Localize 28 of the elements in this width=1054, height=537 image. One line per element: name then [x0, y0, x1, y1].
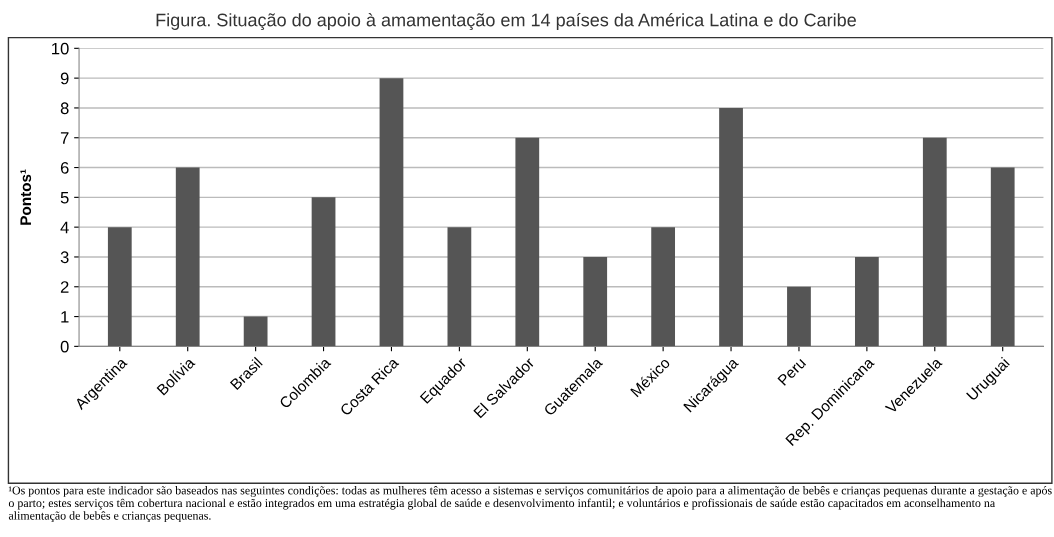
bar: [515, 137, 540, 347]
y-tick-label: 9: [60, 72, 69, 85]
y-axis-title: Pontos¹: [20, 169, 32, 225]
bar: [447, 227, 472, 347]
bar: [922, 137, 947, 347]
bar: [311, 197, 336, 347]
bar: [583, 256, 608, 347]
bar: [379, 78, 404, 347]
y-tick-label: 10: [52, 42, 69, 55]
y-tick-label: 1: [61, 311, 69, 323]
y-tick-label: 5: [60, 191, 69, 204]
y-tick-label: 4: [60, 221, 69, 234]
y-tick-label: 0: [60, 340, 69, 353]
bar: [787, 286, 811, 347]
text: ¹Os pontos para este indicador são baseados nas seguintes condições: todas as mulheres têm acesso a sistemas e serviços comunitários de apoio para a alimentação de bebês e crianças pequenas durante a gestação e após o parto; estes serviços têm cobertura nacional e estão integrados em uma estratégia global de saúde e desenvolvimento infantil; e voluntários e profissionais de saúde estão capacitados em aconselhamento na alimentação de bebês e crianças pequenas.: [8, 485, 1052, 523]
bar: [243, 316, 268, 347]
bar: [107, 227, 132, 347]
y-tick-label: 6: [60, 161, 69, 174]
bar: [854, 256, 879, 347]
bar: [990, 167, 1015, 347]
bar: [719, 107, 743, 347]
y-tick-label: 3: [60, 251, 69, 264]
y-tick-label: 8: [60, 102, 69, 115]
chart-title: Figura. Situação do apoio à amamentação em 14 países da América Latina e do Caribe: [156, 12, 856, 31]
bar: [651, 227, 676, 347]
y-tick-label: 2: [60, 281, 69, 293]
y-tick-label: 7: [60, 132, 69, 144]
bar: [175, 167, 200, 347]
